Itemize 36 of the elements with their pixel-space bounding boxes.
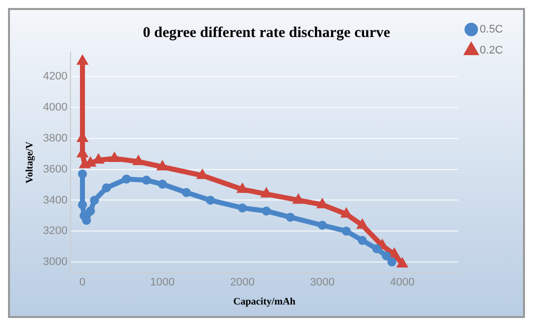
y-tick-label: 3200 xyxy=(42,225,68,238)
point xyxy=(238,203,247,212)
point xyxy=(142,176,151,185)
legend-label: 0.2C xyxy=(480,44,504,57)
x-tick-label: 3000 xyxy=(310,276,335,288)
point xyxy=(318,220,327,230)
point xyxy=(78,169,87,178)
point xyxy=(102,183,111,192)
legend-label: 0.5C xyxy=(480,24,504,36)
point xyxy=(206,196,215,205)
x-tick-label: 2000 xyxy=(230,276,255,288)
point xyxy=(182,188,191,198)
point xyxy=(78,200,87,210)
point xyxy=(262,206,271,216)
point xyxy=(86,206,95,216)
y-axis-title: Voltage/V xyxy=(24,140,36,184)
y-tick-label: 3400 xyxy=(42,194,68,206)
point xyxy=(286,212,295,222)
point xyxy=(158,180,167,189)
y-tick-label: 3000 xyxy=(42,256,68,268)
y-tick-label: 4000 xyxy=(42,102,68,114)
point xyxy=(382,251,391,260)
x-tick-label: 0 xyxy=(79,276,86,288)
y-tick-label: 4200 xyxy=(42,70,68,83)
point xyxy=(387,257,396,266)
chart-title: 0 degree different rate discharge curve xyxy=(142,24,390,41)
point xyxy=(342,226,351,236)
x-tick-label: 4000 xyxy=(390,276,415,288)
point xyxy=(90,196,99,205)
x-tick-label: 1000 xyxy=(150,276,175,288)
point xyxy=(358,236,367,245)
point xyxy=(372,244,382,254)
y-tick-label: 3800 xyxy=(42,132,68,144)
point xyxy=(122,174,131,184)
x-axis-title: Capacity/mAh xyxy=(233,296,296,308)
y-tick-label: 3600 xyxy=(42,163,68,176)
